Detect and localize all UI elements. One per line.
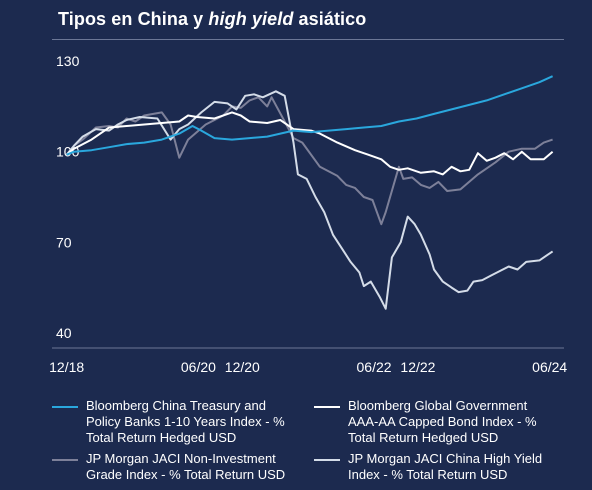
legend-item-non-ig: JP Morgan JACI Non-Investment Grade Inde…	[52, 451, 285, 483]
legend-swatch-government	[314, 406, 340, 408]
legend-item-high-yield: JP Morgan JACI China High Yield Index - …	[314, 451, 542, 483]
y-tick-label: 40	[56, 325, 72, 341]
legend-label-non-ig: JP Morgan JACI Non-Investment Grade Inde…	[86, 451, 286, 482]
y-axis-ticks: 40 70 100 130	[56, 53, 80, 341]
series-line-government	[66, 111, 554, 176]
x-tick-label: 12/22	[400, 359, 435, 375]
legend-swatch-treasury	[52, 406, 78, 408]
x-tick-label: 06/20	[181, 359, 216, 375]
title-divider	[52, 39, 564, 40]
x-tick-label: 12/20	[225, 359, 260, 375]
legend-label-high-yield: JP Morgan JACI China High Yield Index - …	[348, 451, 543, 482]
title-part-3: asiático	[293, 9, 367, 29]
legend-swatch-non-ig	[52, 459, 78, 461]
legend-item-treasury: Bloomberg China Treasury and Policy Bank…	[52, 398, 285, 446]
title-part-1: Tipos en China y	[58, 9, 209, 29]
x-axis-ticks: 12/18 06/20 12/20 06/22 12/22 06/24	[49, 359, 567, 375]
y-tick-label: 130	[56, 53, 80, 69]
legend-item-government: Bloomberg Global Government AAA-AA Cappe…	[314, 398, 537, 446]
chart-title: Tipos en China y high yield asiático	[58, 9, 366, 30]
x-tick-label: 12/18	[49, 359, 84, 375]
x-tick-label: 06/24	[532, 359, 567, 375]
legend-swatch-high-yield	[314, 459, 340, 461]
y-tick-label: 70	[56, 234, 72, 250]
series-layer	[65, 75, 554, 310]
legend-label-government: Bloomberg Global Government AAA-AA Cappe…	[348, 398, 537, 445]
title-part-2: high yield	[208, 9, 294, 29]
legend-label-treasury: Bloomberg China Treasury and Policy Bank…	[86, 398, 285, 445]
series-line-treasury	[66, 75, 554, 156]
y-tick-label: 100	[56, 144, 80, 160]
x-tick-label: 06/22	[357, 359, 392, 375]
series-line-high-yield	[65, 90, 554, 310]
